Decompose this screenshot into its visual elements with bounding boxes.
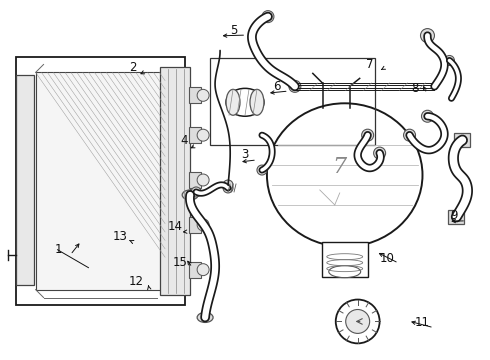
Text: 4: 4 bbox=[180, 134, 188, 147]
Text: 2: 2 bbox=[129, 60, 136, 73]
Bar bbox=[36, 72, 165, 289]
Circle shape bbox=[404, 129, 416, 141]
Circle shape bbox=[374, 147, 386, 159]
Bar bbox=[454, 133, 470, 147]
Bar bbox=[448, 210, 465, 224]
Circle shape bbox=[197, 174, 209, 186]
Bar bbox=[16, 58, 185, 305]
Circle shape bbox=[257, 165, 267, 175]
Text: 7: 7 bbox=[333, 156, 347, 178]
Circle shape bbox=[336, 300, 380, 343]
Circle shape bbox=[444, 55, 454, 66]
Ellipse shape bbox=[226, 88, 264, 116]
Circle shape bbox=[197, 264, 209, 276]
Circle shape bbox=[191, 187, 201, 197]
Circle shape bbox=[197, 129, 209, 141]
Ellipse shape bbox=[250, 89, 264, 115]
Text: 8: 8 bbox=[411, 82, 419, 95]
Bar bbox=[189, 217, 201, 233]
Text: 1: 1 bbox=[54, 243, 62, 256]
Text: 15: 15 bbox=[173, 256, 188, 269]
Text: 5: 5 bbox=[231, 24, 238, 37]
Bar bbox=[160, 67, 190, 294]
Bar bbox=[189, 127, 201, 143]
Text: 10: 10 bbox=[379, 252, 394, 265]
Circle shape bbox=[262, 11, 274, 23]
Circle shape bbox=[362, 129, 374, 141]
Text: 7: 7 bbox=[366, 58, 373, 71]
Text: 11: 11 bbox=[415, 316, 429, 329]
Text: 14: 14 bbox=[168, 220, 183, 233]
Circle shape bbox=[197, 89, 209, 101]
Circle shape bbox=[346, 310, 369, 333]
Ellipse shape bbox=[226, 89, 240, 115]
Circle shape bbox=[289, 80, 301, 92]
Circle shape bbox=[223, 183, 233, 193]
Text: 9: 9 bbox=[450, 210, 458, 222]
Bar bbox=[189, 87, 201, 103]
Ellipse shape bbox=[182, 190, 198, 200]
Circle shape bbox=[197, 219, 209, 231]
Bar bbox=[210, 58, 375, 145]
Ellipse shape bbox=[197, 312, 213, 323]
Circle shape bbox=[421, 110, 434, 122]
Bar bbox=[189, 262, 201, 278]
Bar bbox=[16, 75, 34, 285]
Text: 13: 13 bbox=[113, 230, 128, 243]
Text: 12: 12 bbox=[129, 275, 144, 288]
Bar bbox=[322, 242, 368, 276]
Circle shape bbox=[223, 180, 233, 190]
Bar bbox=[189, 172, 201, 188]
Text: 6: 6 bbox=[273, 80, 280, 93]
Ellipse shape bbox=[329, 266, 361, 278]
Circle shape bbox=[420, 28, 435, 42]
Text: 3: 3 bbox=[241, 148, 249, 161]
Ellipse shape bbox=[267, 103, 422, 247]
